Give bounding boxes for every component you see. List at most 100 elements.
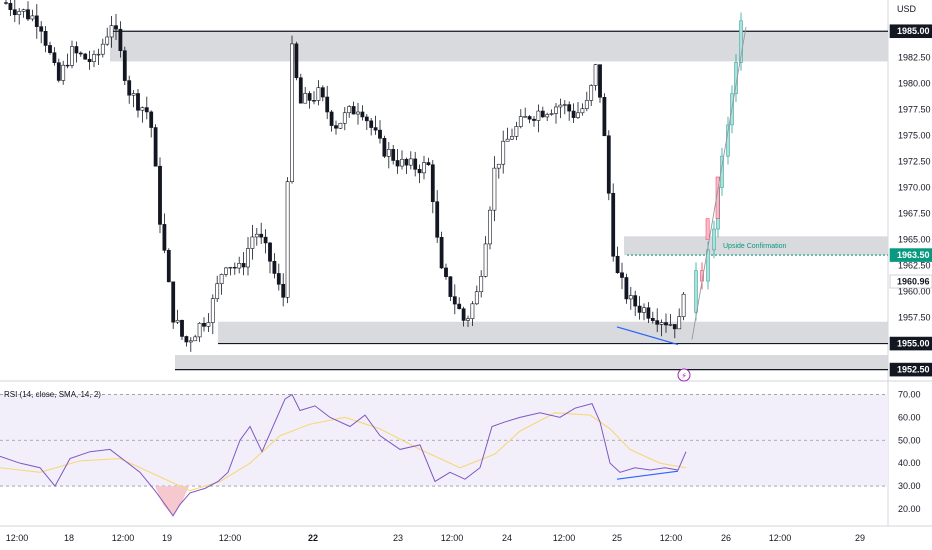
candle-body [70, 46, 74, 66]
price-level-marker-box [889, 24, 932, 39]
candle-body [642, 307, 646, 313]
time-tick-label: 12:00 [769, 533, 792, 543]
candle-body [197, 322, 202, 338]
candle-body [105, 36, 110, 45]
lightning-icon: ⚡ [681, 372, 687, 381]
time-tick-label: 23 [393, 533, 403, 543]
currency-label: USD [897, 4, 917, 14]
lightning-event-marker[interactable] [677, 368, 691, 382]
candle-body [30, 15, 35, 20]
projection-candle [705, 218, 710, 240]
candle-body [681, 293, 686, 317]
candle-body [241, 263, 246, 268]
candle-body [307, 93, 312, 101]
projection-candle [715, 176, 720, 219]
price-tick-label: 1965.00 [898, 234, 931, 244]
candle-body [224, 267, 228, 275]
price-level-marker-box [889, 362, 932, 377]
candle-body [514, 126, 519, 137]
candle-body [439, 237, 444, 269]
time-tick-label: 12:00 [6, 533, 29, 543]
candle-body [347, 106, 352, 114]
candle-body [633, 295, 638, 307]
candle-body [26, 9, 30, 20]
candle-body [523, 116, 528, 118]
candle-body [545, 114, 550, 118]
candle-body [34, 15, 39, 27]
candle-body [668, 324, 673, 326]
time-tick-label: 25 [612, 533, 622, 543]
candle-body [351, 106, 356, 115]
candle-body [202, 322, 206, 327]
rsi-indicator-title: RSI (14, close, SMA, 14, 2) [4, 390, 101, 399]
candle-body [272, 260, 277, 274]
candle-body [672, 324, 677, 330]
time-tick-label: 19 [162, 533, 172, 543]
candle-body [193, 336, 198, 342]
candle-body [496, 163, 501, 169]
candle-body [554, 106, 558, 114]
candle-body [576, 112, 580, 118]
candle-body [417, 169, 422, 174]
price-tick-label: 1967.50 [898, 208, 931, 218]
time-tick-label: 22 [308, 533, 318, 543]
candle-body [536, 110, 541, 121]
candle-body [65, 64, 70, 67]
price-tick-label: 1970.00 [898, 182, 931, 192]
time-tick-label: 12:00 [112, 533, 135, 543]
candle-body [646, 307, 651, 319]
candle-body [8, 2, 13, 10]
candle-body [254, 233, 259, 238]
candle-body [338, 122, 343, 129]
candle-body [650, 318, 655, 321]
candle-body [74, 46, 79, 54]
candle-body [448, 276, 453, 297]
candle-body [21, 9, 26, 12]
price-level-marker: 1955.00 [889, 336, 932, 351]
time-tick-label: 29 [855, 533, 865, 543]
candle-body [127, 80, 132, 96]
candle-body [373, 127, 378, 131]
candle-body [611, 192, 616, 257]
candle-body [320, 87, 325, 98]
upside-confirmation-label: Upside Confirmation [723, 243, 787, 250]
candle-body [166, 250, 171, 283]
time-tick-label: 18 [64, 533, 74, 543]
price-tick-label: 1957.50 [898, 313, 931, 323]
projection-candle [712, 228, 716, 251]
time-tick-label: 26 [721, 533, 731, 543]
candle-body [96, 53, 101, 56]
rsi-tick-label: 50.00 [898, 435, 921, 445]
candle-body [549, 113, 554, 115]
price-tick-label: 1962.50 [898, 260, 931, 270]
projection-trendline [691, 26, 747, 340]
price-level-marker-text: 1952.50 [897, 365, 930, 375]
candle-body [435, 201, 440, 238]
candle-body [474, 291, 479, 305]
candle-body [364, 116, 369, 122]
projection-candle [694, 270, 698, 313]
price-level-marker-box [889, 336, 932, 351]
price-level-marker-box [889, 274, 932, 289]
candle-body [562, 104, 567, 106]
time-tick-label: 12:00 [219, 533, 242, 543]
rsi-divergence-trendline [616, 470, 679, 480]
candle-body [246, 248, 250, 268]
candle-body [584, 100, 589, 109]
candle-body [118, 28, 123, 52]
candle-body [655, 320, 660, 325]
candle-body [17, 11, 22, 16]
candle-body [294, 43, 299, 79]
candle-body [606, 135, 611, 194]
support-zone-upper [218, 321, 888, 344]
candle-body [312, 100, 316, 102]
candle-body [360, 111, 365, 118]
candle-body [92, 54, 96, 62]
candle-body [298, 77, 303, 104]
candle-body [219, 274, 224, 285]
candle-body [430, 164, 435, 202]
candle-body [131, 93, 136, 96]
price-level-marker-box [889, 248, 932, 262]
candle-body [342, 112, 347, 124]
